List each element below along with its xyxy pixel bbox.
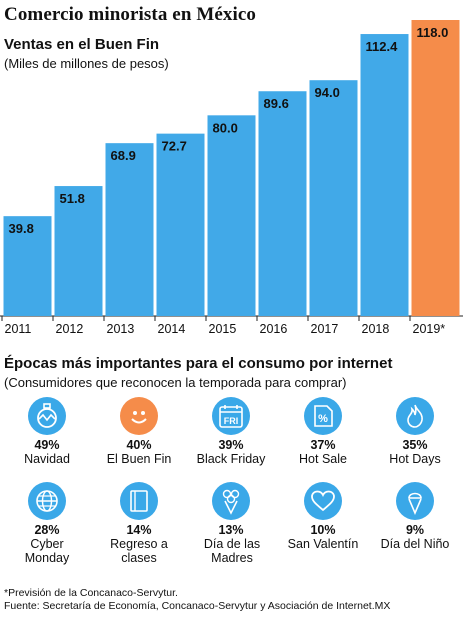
season-percentage: 37% (310, 438, 336, 452)
season-label: Black Friday (196, 452, 266, 466)
season-label: Hot Sale (299, 452, 347, 466)
bar-value-label: 68.9 (111, 148, 136, 163)
notebook-icon (120, 482, 158, 520)
season-label: Regreso a clases (110, 537, 168, 565)
bar-2017 (309, 80, 358, 316)
svg-text:%: % (318, 413, 328, 425)
bar-2013 (105, 143, 154, 316)
season-item: 40% El Buen Fin (95, 397, 183, 466)
bar-value-label: 39.8 (9, 221, 34, 236)
season-label: Día de las Madres (203, 537, 261, 565)
season-item: 9% Día del Niño (371, 482, 459, 551)
season-item: 28% Cyber Monday (3, 482, 91, 565)
bar-2019 (411, 20, 460, 316)
season-item: % 37% Hot Sale (279, 397, 367, 466)
season-percentage: 13% (218, 523, 244, 537)
x-tick-label: 2017 (311, 322, 339, 336)
section-title: Épocas más importantes para el consumo p… (4, 355, 393, 372)
x-tick-label: 2016 (260, 322, 288, 336)
globe-icon (28, 482, 66, 520)
bar-value-label: 118.0 (417, 25, 449, 40)
season-label: Cyber Monday (24, 537, 70, 565)
footnote-source: Fuente: Secretaría de Economía, Concanac… (4, 600, 391, 612)
bar-2018 (360, 34, 409, 317)
bar-value-label: 72.7 (162, 139, 187, 154)
x-tick-label: 2018 (362, 322, 390, 336)
season-percentage: 39% (218, 438, 244, 452)
flame-icon (396, 397, 434, 435)
x-tick-label: 2012 (56, 322, 84, 336)
bar-2015 (207, 115, 256, 316)
bar-2011 (3, 216, 52, 316)
svg-text:FRI: FRI (224, 416, 239, 426)
heart-icon (304, 482, 342, 520)
sales-bar-chart: 39.8 2011 51.8 2012 68.9 2013 72.7 2014 80.0 2015… (0, 20, 463, 336)
season-label: San Valentín (287, 537, 359, 551)
section-subtitle: (Consumidores que reconocen la temporada… (4, 375, 347, 390)
x-tick-label: 2011 (5, 322, 32, 336)
season-percentage: 14% (126, 523, 152, 537)
season-percentage: 40% (126, 438, 152, 452)
ornament-icon (28, 397, 66, 435)
calendar-icon: FRI (212, 397, 250, 435)
x-tick-label: 2015 (209, 322, 237, 336)
x-tick-label: 2013 (107, 322, 135, 336)
bar-2014 (156, 133, 205, 316)
season-item: 49% Navidad (3, 397, 91, 466)
discount-tag-icon: % (304, 397, 342, 435)
season-percentage: 10% (310, 523, 336, 537)
chart-unit-note: (Miles de millones de pesos) (4, 56, 169, 71)
season-item: FRI 39% Black Friday (187, 397, 275, 466)
season-percentage: 35% (402, 438, 428, 452)
season-percentage: 49% (34, 438, 60, 452)
season-item: 10% San Valentín (279, 482, 367, 551)
page-title: Comercio minorista en México (4, 4, 257, 25)
season-label: Día del Niño (380, 537, 450, 551)
footnotes: *Previsión de la Concanaco-Servytur. Fue… (4, 587, 390, 613)
bar-value-label: 94.0 (315, 85, 340, 100)
x-tick-label: 2014 (158, 322, 186, 336)
bar-2012 (54, 186, 103, 316)
bar-value-label: 51.8 (60, 191, 85, 206)
x-tick-label: 2019* (413, 322, 446, 336)
season-percentage: 9% (405, 523, 425, 537)
bar-2016 (258, 91, 307, 316)
season-label: Navidad (24, 452, 70, 466)
footnote-forecast: *Previsión de la Concanaco-Servytur. (4, 587, 178, 599)
season-label: El Buen Fin (106, 452, 172, 466)
bar-value-label: 80.0 (213, 120, 238, 135)
season-item: 13% Día de las Madres (187, 482, 275, 565)
bar-value-label: 112.4 (366, 39, 399, 54)
season-item: 35% Hot Days (371, 397, 459, 466)
smiley-icon (120, 397, 158, 435)
season-label: Hot Days (389, 452, 441, 466)
season-item: 14% Regreso a clases (95, 482, 183, 565)
chart-subtitle: Ventas en el Buen Fin (4, 36, 160, 53)
ice-cream-icon (396, 482, 434, 520)
season-percentage: 28% (34, 523, 60, 537)
bar-value-label: 89.6 (264, 96, 289, 111)
bouquet-icon (212, 482, 250, 520)
